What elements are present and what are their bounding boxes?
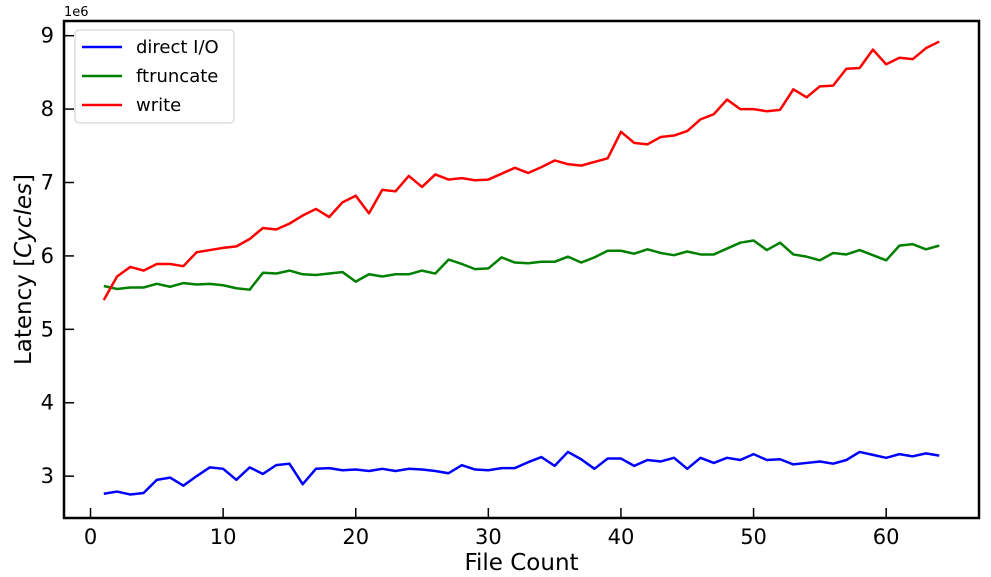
y-tick-label: 7 (41, 171, 54, 195)
y-tick-label: 8 (41, 97, 54, 121)
x-tick-label: 40 (608, 525, 635, 549)
y-axis-label-main: Latency [ (11, 258, 37, 365)
y-axis-label: Latency [Cycles] (11, 174, 37, 365)
y-offset-label: 1e6 (64, 5, 89, 20)
series-line-write (102, 40, 940, 301)
legend: direct I/O ftruncate write (74, 29, 235, 124)
y-tick-label: 5 (41, 317, 54, 341)
y-tick-label: 3 (41, 464, 54, 488)
series-lines (102, 40, 940, 496)
legend-label-write: write (136, 95, 181, 116)
legend-box (74, 29, 235, 124)
legend-label-direct-i-o: direct I/O (136, 37, 219, 58)
x-tick-label: 30 (475, 525, 502, 549)
y-axis-ticks: 3 4 5 6 7 8 9 (41, 24, 74, 488)
y-axis-label-end: ] (11, 174, 37, 183)
x-tick-label: 10 (210, 525, 237, 549)
x-axis-ticks: 0 10 20 30 40 50 60 (84, 508, 900, 549)
x-tick-label: 60 (873, 525, 900, 549)
y-tick-label: 6 (41, 244, 54, 268)
legend-label-ftruncate: ftruncate (136, 66, 218, 87)
y-axis-label-italic: Cycles (11, 183, 37, 258)
x-tick-label: 50 (740, 525, 767, 549)
plot-frame (62, 19, 981, 520)
y-tick-label: 9 (41, 24, 54, 48)
x-tick-label: 20 (342, 525, 369, 549)
x-axis-label: File Count (464, 550, 578, 576)
x-tick-label: 0 (84, 525, 97, 549)
y-tick-label: 4 (41, 391, 54, 415)
series-line-ftruncate (103, 239, 940, 291)
series-line-direct-i-o (103, 450, 940, 496)
